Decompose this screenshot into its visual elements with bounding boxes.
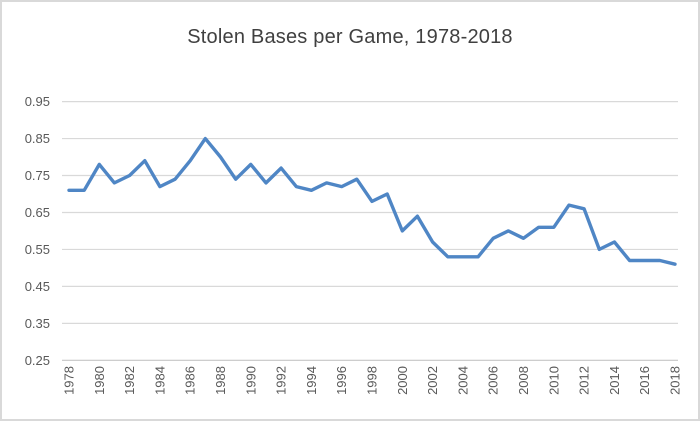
x-tick-label: 2016 bbox=[637, 366, 652, 395]
x-tick-label: 2006 bbox=[486, 366, 501, 395]
y-tick-label: 0.85 bbox=[25, 131, 50, 146]
x-tick-label: 1982 bbox=[122, 366, 137, 395]
x-tick-label: 1978 bbox=[62, 366, 77, 395]
x-tick-label: 1990 bbox=[243, 366, 258, 395]
x-tick-label: 2002 bbox=[425, 366, 440, 395]
y-tick-label: 0.45 bbox=[25, 279, 50, 294]
x-tick-label: 1980 bbox=[92, 366, 107, 395]
x-tick-label: 2012 bbox=[577, 366, 592, 395]
x-tick-label: 1994 bbox=[304, 366, 319, 395]
x-tick-label: 1992 bbox=[274, 366, 289, 395]
x-tick-label: 2010 bbox=[546, 366, 561, 395]
y-tick-label: 0.65 bbox=[25, 205, 50, 220]
x-tick-label: 2004 bbox=[455, 366, 470, 395]
x-tick-label: 1984 bbox=[152, 366, 167, 395]
y-axis-tick-labels: 0.25 0.35 0.45 0.55 0.65 0.75 0.85 0.95 bbox=[25, 94, 50, 368]
x-axis-tick-labels: 1978 1980 1982 1984 1986 1988 1990 1992 1994 1996… bbox=[62, 366, 683, 395]
y-tick-label: 0.75 bbox=[25, 168, 50, 183]
x-tick-label: 1998 bbox=[365, 366, 380, 395]
gridlines bbox=[62, 100, 678, 361]
data-series-line bbox=[67, 136, 677, 266]
y-tick-label: 0.35 bbox=[25, 316, 50, 331]
y-tick-label: 0.25 bbox=[25, 353, 50, 368]
x-tick-label: 2018 bbox=[668, 366, 683, 395]
x-tick-label: 1988 bbox=[213, 366, 228, 395]
y-tick-label: 0.95 bbox=[25, 94, 50, 109]
x-tick-label: 1986 bbox=[183, 366, 198, 395]
x-tick-label: 2008 bbox=[516, 366, 531, 395]
chart-title: Stolen Bases per Game, 1978-2018 bbox=[187, 26, 513, 48]
y-tick-label: 0.55 bbox=[25, 242, 50, 257]
x-tick-label: 1996 bbox=[334, 366, 349, 395]
x-tick-label: 2014 bbox=[607, 366, 622, 395]
x-tick-label: 2000 bbox=[395, 366, 410, 395]
